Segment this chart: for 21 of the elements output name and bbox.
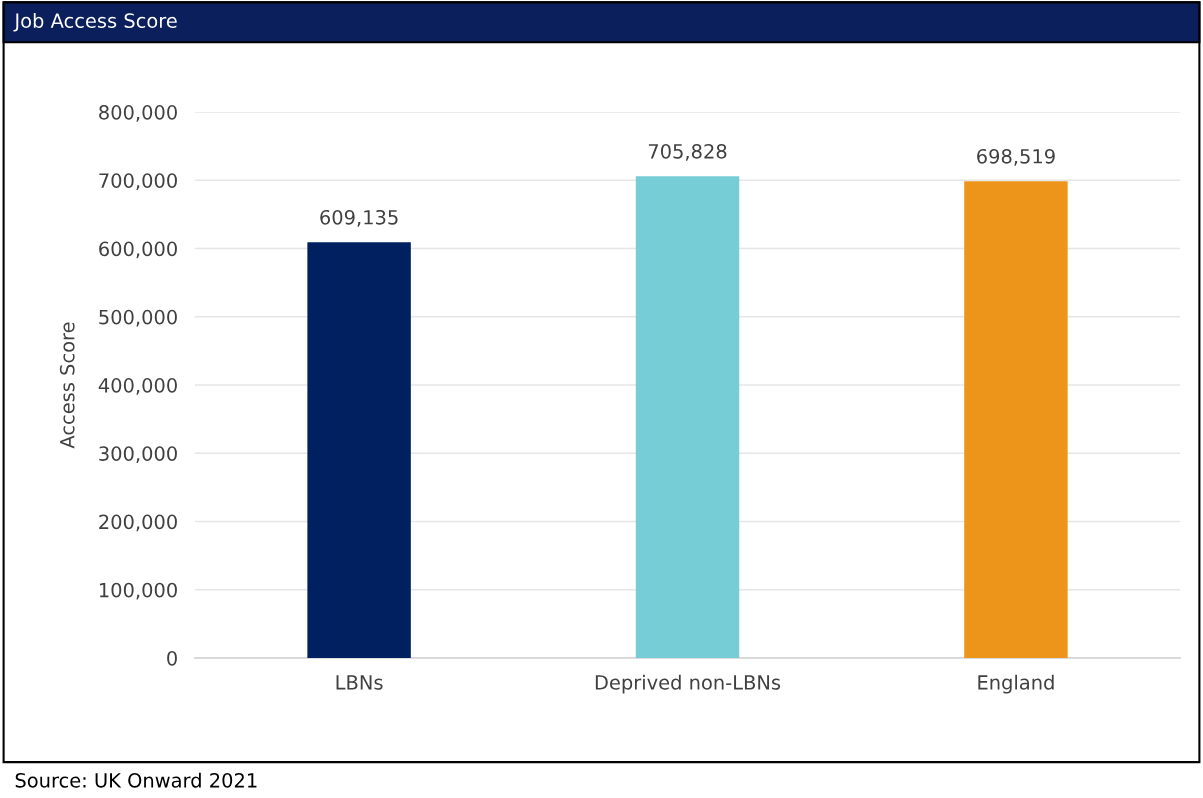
data-label: 609,135 (320, 209, 398, 227)
y-tick-label: 100,000 (99, 582, 177, 600)
y-tick-label: 500,000 (99, 309, 177, 327)
y-tick-label: 700,000 (99, 173, 177, 190)
bar (964, 181, 1068, 659)
data-label: 705,828 (648, 143, 727, 161)
x-tick-label: Deprived non-LBNs (595, 674, 781, 694)
y-axis-title: Access Score (59, 322, 75, 449)
bar (307, 242, 411, 659)
y-tick-label: 600,000 (99, 241, 177, 259)
chart-title: Job Access Score (13, 12, 177, 32)
bar (635, 176, 740, 659)
x-tick-label: LBNs (336, 675, 383, 690)
y-tick-label: 800,000 (99, 105, 177, 122)
y-tick-label: 300,000 (99, 446, 177, 463)
source-note: Source: UK Onward 2021 (15, 772, 257, 788)
data-label: 698,519 (977, 148, 1055, 166)
y-tick-label: 200,000 (99, 514, 177, 532)
y-tick-label: 0 (167, 650, 177, 666)
y-tick-label: 400,000 (98, 377, 177, 395)
x-tick-label: England (978, 674, 1054, 694)
